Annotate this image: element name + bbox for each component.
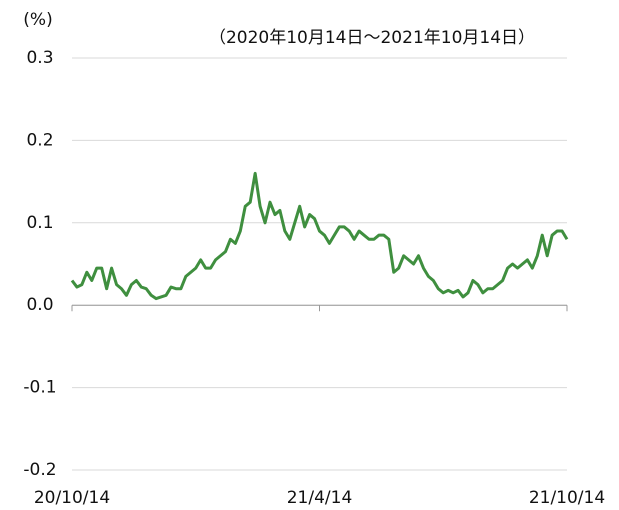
x-tick-label: 21/10/14 (529, 488, 605, 508)
line-series (70, 171, 569, 301)
x-tick-label: 20/10/14 (34, 488, 110, 508)
y-tick-label: -0.2 (23, 460, 56, 480)
y-tick-label: 0.1 (26, 213, 53, 233)
y-tick-label: 0.3 (26, 48, 53, 68)
y-tick-label: 0.2 (26, 130, 53, 150)
chart-subtitle: （2020年10月14日～2021年10月14日） (209, 28, 535, 48)
y-tick-label: 0.0 (26, 295, 53, 315)
y-tick-label: -0.1 (23, 378, 56, 398)
x-tick-label: 21/4/14 (287, 488, 353, 508)
y-axis-label: (%) (23, 10, 52, 30)
